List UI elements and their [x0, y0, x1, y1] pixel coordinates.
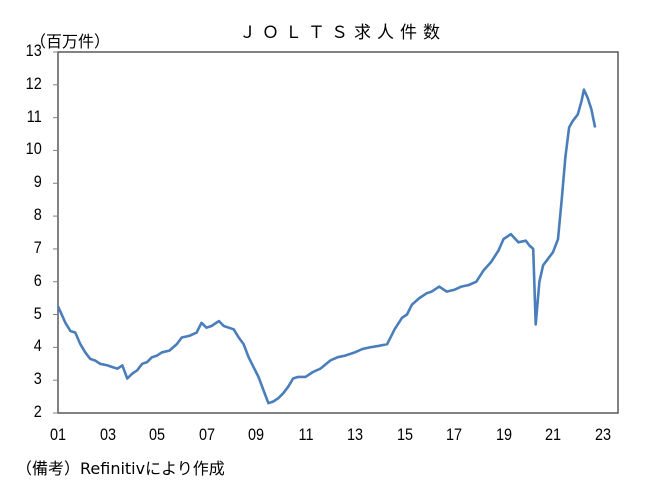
x-tick-label: 23	[594, 425, 611, 444]
y-tick-label: 5	[33, 303, 42, 323]
x-tick-label: 13	[346, 425, 364, 444]
y-tick-label: 3	[33, 369, 42, 389]
x-tick-label: 19	[495, 425, 512, 444]
source-note: （備考）Refinitivにより作成	[16, 459, 225, 478]
jolts-job-openings-line	[56, 88, 597, 405]
y-tick-label: 4	[33, 336, 42, 356]
y-tick-label: 7	[33, 237, 42, 257]
x-tick-label: 21	[544, 425, 562, 444]
y-tick-label: 12	[25, 73, 42, 93]
y-tick-label: 10	[25, 139, 42, 159]
x-tick-label: 05	[148, 425, 166, 444]
chart-title: ＪＯＬＴＳ求人件数	[239, 23, 446, 43]
y-tick-label: 13	[25, 41, 42, 60]
x-tick-label: 01	[49, 425, 67, 444]
y-tick-label: 9	[33, 172, 42, 192]
x-tick-label: 15	[396, 425, 413, 444]
plot-area	[57, 51, 619, 414]
y-axis-ticks	[53, 51, 58, 414]
y-tick-label: 8	[33, 205, 42, 225]
y-tick-label: 2	[33, 402, 42, 421]
x-tick-label: 03	[99, 425, 116, 444]
x-tick-label: 09	[247, 425, 265, 444]
x-tick-label: 07	[198, 425, 215, 444]
y-tick-label: 11	[26, 106, 42, 126]
x-tick-label: 11	[297, 425, 314, 444]
y-axis-unit-label: （百万件）	[30, 32, 111, 51]
x-tick-label: 17	[445, 425, 463, 444]
y-tick-label: 6	[33, 270, 42, 290]
